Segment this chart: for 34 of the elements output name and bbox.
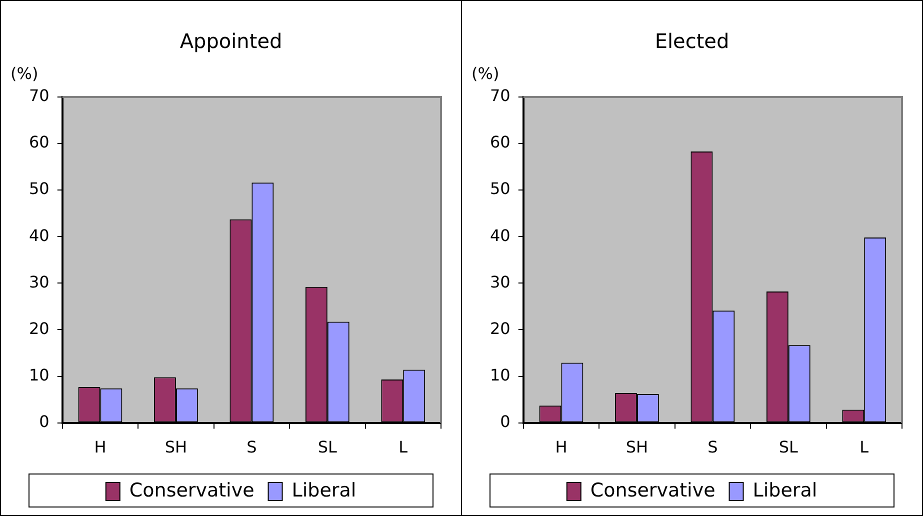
y-tick-label: 60 — [490, 132, 510, 152]
y-tick-label: 20 — [29, 318, 50, 338]
y-tick-label: 30 — [29, 272, 50, 292]
y-tick-label: 60 — [29, 132, 50, 152]
y-axis-title: (%) — [10, 64, 38, 84]
legend-label: Conservative — [129, 479, 254, 502]
x-tick-label: S — [708, 438, 718, 457]
chart-title: Appointed — [180, 29, 282, 54]
y-tick-label: 10 — [490, 365, 510, 384]
y-tick-label: 70 — [490, 86, 510, 106]
x-tick-label: SH — [626, 438, 648, 457]
legend-label: Liberal — [292, 479, 356, 502]
y-tick-label: 70 — [29, 86, 50, 106]
y-tick-label: 20 — [490, 318, 510, 338]
y-tick-label: 50 — [490, 179, 510, 198]
y-tick-label: 50 — [29, 179, 50, 198]
chart-title: Elected — [654, 29, 730, 54]
legend-label: Liberal — [752, 479, 818, 502]
y-axis-title: (%) — [472, 64, 500, 84]
x-tick-label: H — [94, 438, 106, 457]
y-tick-label: 10 — [29, 365, 50, 384]
x-tick-label: L — [398, 438, 408, 457]
x-tick-label: H — [555, 438, 568, 457]
x-tick-label: L — [860, 438, 869, 457]
x-tick-label: SL — [778, 438, 798, 457]
y-tick-label: 40 — [490, 226, 510, 245]
legend-label: Conservative — [590, 479, 716, 502]
x-tick-label: S — [246, 438, 257, 457]
x-tick-label: SL — [318, 438, 338, 457]
y-tick-label: 0 — [39, 412, 50, 431]
y-tick-label: 0 — [500, 412, 510, 431]
y-tick-label: 30 — [490, 272, 510, 292]
x-tick-label: SH — [164, 438, 188, 457]
y-tick-label: 40 — [29, 226, 50, 245]
